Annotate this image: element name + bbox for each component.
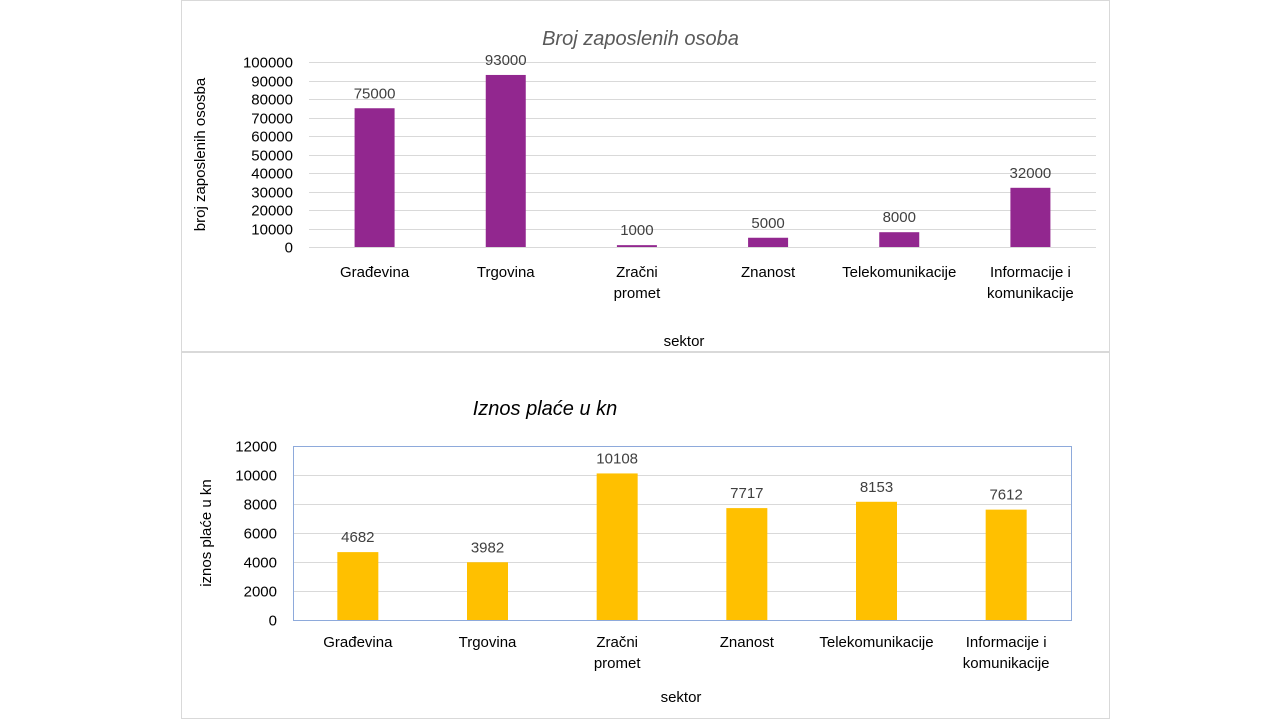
y-tick-label: 60000 (251, 129, 293, 146)
data-label: 32000 (1010, 165, 1052, 182)
data-label: 5000 (751, 215, 784, 232)
y-tick-label: 80000 (251, 92, 293, 109)
category-label: Trgovina (477, 264, 535, 281)
y-tick-label: 50000 (251, 148, 293, 165)
data-label: 93000 (485, 52, 527, 69)
category-label: komunikacije (987, 285, 1074, 302)
y-axis-title: broj zaposlenih ososba (192, 77, 209, 231)
y-tick-label: 100000 (243, 55, 293, 72)
bar (856, 501, 897, 620)
category-label: Znanost (741, 264, 796, 281)
chart-title: Iznos plaće u kn (473, 398, 618, 420)
category-label: Zračni (596, 634, 638, 651)
category-label: Telekomunikacije (819, 634, 933, 651)
y-tick-label: 0 (269, 613, 277, 630)
data-label: 75000 (354, 85, 396, 102)
bar (596, 473, 638, 620)
data-label: 1000 (620, 222, 653, 239)
category-label: Znanost (720, 634, 775, 651)
y-tick-label: 10000 (251, 222, 293, 239)
category-label: Građevina (323, 634, 393, 651)
bar (985, 509, 1027, 620)
y-tick-label: 10000 (235, 468, 277, 485)
data-label: 3982 (471, 539, 504, 556)
y-tick-label: 0 (285, 240, 293, 257)
y-tick-label: 70000 (251, 111, 293, 128)
bar (337, 552, 379, 620)
data-label: 8153 (860, 479, 893, 496)
y-tick-label: 20000 (251, 203, 293, 220)
y-tick-label: 90000 (251, 74, 293, 91)
y-axis-title: iznos plaće u kn (198, 479, 215, 587)
data-label: 7717 (730, 485, 763, 502)
data-label: 4682 (341, 529, 374, 546)
data-label: 7612 (989, 487, 1022, 504)
category-label: Informacije i (966, 634, 1047, 651)
bar (1010, 187, 1051, 247)
bar (748, 237, 789, 247)
category-label: Telekomunikacije (842, 264, 956, 281)
bar (354, 108, 395, 247)
bar (616, 245, 657, 247)
data-label: 8000 (883, 209, 916, 226)
salary-chart: 0 2000 4000 6000 8000 10000 12000 4682 Građevina… (181, 352, 1110, 719)
category-label: promet (614, 285, 662, 302)
y-tick-label: 40000 (251, 166, 293, 183)
y-tick-label: 4000 (244, 555, 277, 572)
category-label: promet (594, 655, 642, 672)
category-label: Zračni (616, 264, 658, 281)
bar (467, 562, 508, 620)
y-tick-label: 8000 (244, 497, 277, 514)
bar (879, 232, 920, 247)
category-label: Informacije i (990, 264, 1071, 281)
y-tick-label: 30000 (251, 185, 293, 202)
data-label: 10108 (596, 450, 638, 467)
y-tick-label: 12000 (235, 439, 277, 456)
bar (726, 508, 768, 620)
chart-panel (181, 0, 1110, 352)
category-label: Građevina (340, 264, 410, 281)
category-label: komunikacije (963, 655, 1050, 672)
bar (485, 74, 526, 247)
y-tick-label: 2000 (244, 584, 277, 601)
chart-title: Broj zaposlenih osoba (542, 28, 739, 50)
y-tick-label: 6000 (244, 526, 277, 543)
x-axis-title: sektor (664, 333, 705, 350)
chart-panel (181, 352, 1110, 719)
category-label: Trgovina (459, 634, 517, 651)
plot-area-border (293, 446, 1072, 621)
x-axis-title: sektor (661, 689, 702, 706)
